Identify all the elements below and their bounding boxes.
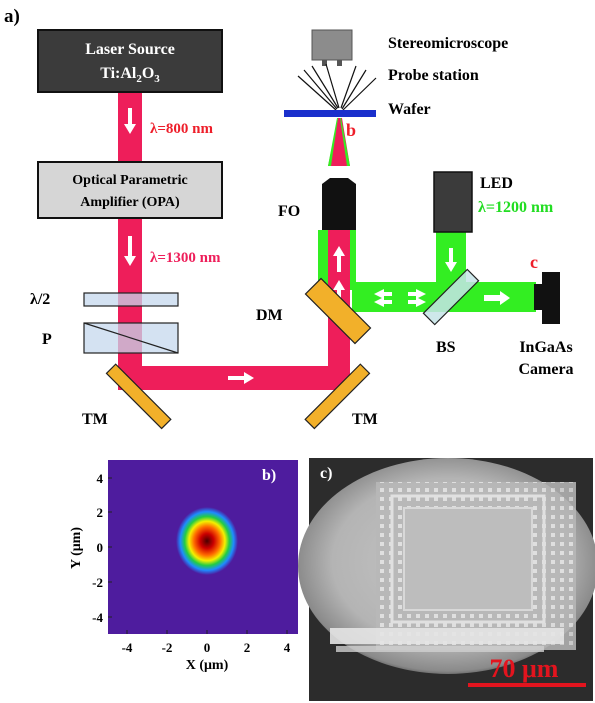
arrow-right-icon [484,291,510,305]
arrow-right-icon [228,372,254,384]
led-arrows [374,248,510,307]
marker-c-label: c [530,252,538,272]
arrow-left-icon [374,289,392,299]
laser-arrows [124,108,345,384]
led-source [433,171,473,233]
laser-source-material: Ti:Al2O3 [100,65,160,85]
laser-source-title: Laser Source [85,41,175,58]
x-tick-label: 4 [284,640,291,655]
probe-station-label: Probe station [388,67,479,84]
polarizer-label: P [42,331,52,348]
arrow-down-icon [445,248,457,272]
arrow-right-icon [408,289,426,299]
stereomicroscope-label: Stereomicroscope [388,35,508,52]
stereomicroscope-lens-icon [337,60,342,66]
y-tick-label: -2 [92,575,103,590]
wavelength-800-label: λ=800 nm [150,121,214,137]
x-tick-label: -2 [162,640,173,655]
arrow-down-icon [124,236,136,266]
x-axis-label: X (μm) [186,658,229,673]
probe-needles-icon [297,63,377,111]
camera-label-line1: InGaAs [519,339,572,356]
camera-image: c) 70 μm [298,458,595,701]
led-label: LED [480,175,513,192]
turning-mirror-left-label: TM [82,411,108,428]
half-wave-plate-label: λ/2 [30,291,50,308]
panel-c-label: c) [320,465,332,482]
wafer [284,110,376,117]
beam-profile-plot: -4 -2 0 2 4 4 2 0 -2 -4 X (μm) Y (μm) b) [69,460,298,673]
beam-profile-ticks [108,477,288,634]
focusing-objective [322,178,356,230]
turning-mirror-right-label: TM [352,411,378,428]
scale-bar-label: 70 μm [490,654,559,683]
stereomicroscope-icon [311,29,353,61]
x-tick-label: 2 [244,640,251,655]
scale-bar [468,683,586,687]
wavelength-1300-label: λ=1300 nm [150,250,221,266]
half-wave-plate [83,292,179,307]
marker-b-label: b [346,120,356,140]
stereomicroscope-lens-icon [322,60,327,66]
panel-b-label: b) [262,467,276,484]
wafer-label: Wafer [388,101,431,118]
y-tick-label: 0 [97,540,104,555]
arrow-up-icon [333,246,345,272]
focusing-objective-label: FO [278,203,300,220]
arrow-down-icon [124,108,136,134]
y-tick-label: 4 [97,471,104,486]
opa-title-line2: Amplifier (OPA) [80,195,180,210]
panel-a-label: a) [4,6,20,27]
opa-box: Optical Parametric Amplifier (OPA) [37,161,223,219]
arrow-right-icon [408,297,426,307]
beam-spot [176,507,238,575]
arrow-up-icon [333,280,345,306]
camera-label-line2: Camera [518,361,573,378]
opa-title-line1: Optical Parametric [72,173,187,188]
x-tick-label: -4 [122,640,133,655]
laser-source-box: Laser Source Ti:Al2O3 [37,29,223,93]
arrow-left-icon [374,297,392,307]
turning-mirror-left [105,363,172,430]
beam-splitter [422,268,480,326]
dichroic-mirror-label: DM [256,307,283,324]
polarizer [83,322,179,354]
led-wavelength-label: λ=1200 nm [478,199,554,216]
y-tick-label: 2 [97,505,104,520]
dichroic-mirror [304,277,372,345]
y-tick-label: -4 [92,610,103,625]
y-axis-label: Y (μm) [69,527,84,569]
x-tick-labels: -4 -2 0 2 4 [122,640,291,655]
y-tick-labels: 4 2 0 -2 -4 [92,471,103,625]
x-tick-label: 0 [204,640,211,655]
turning-mirror-right [304,363,371,430]
ingaas-camera [534,272,560,324]
beam-splitter-label: BS [436,339,456,356]
